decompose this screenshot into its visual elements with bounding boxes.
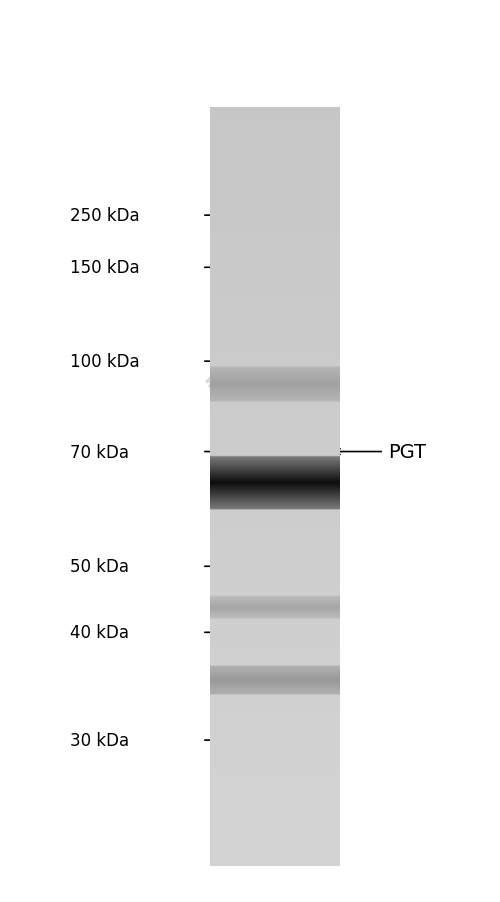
Text: 150 kDa: 150 kDa xyxy=(70,259,140,277)
Text: 250 kDa: 250 kDa xyxy=(70,207,140,225)
Text: PGT: PGT xyxy=(388,443,426,462)
Text: NIH/3T3: NIH/3T3 xyxy=(238,122,302,186)
Text: 30 kDa: 30 kDa xyxy=(70,732,130,750)
Text: 70 kDa: 70 kDa xyxy=(70,443,129,461)
Text: www.PTGab3.com: www.PTGab3.com xyxy=(200,372,290,512)
Text: 40 kDa: 40 kDa xyxy=(70,623,129,641)
Text: 100 kDa: 100 kDa xyxy=(70,353,140,371)
Text: 50 kDa: 50 kDa xyxy=(70,557,129,575)
